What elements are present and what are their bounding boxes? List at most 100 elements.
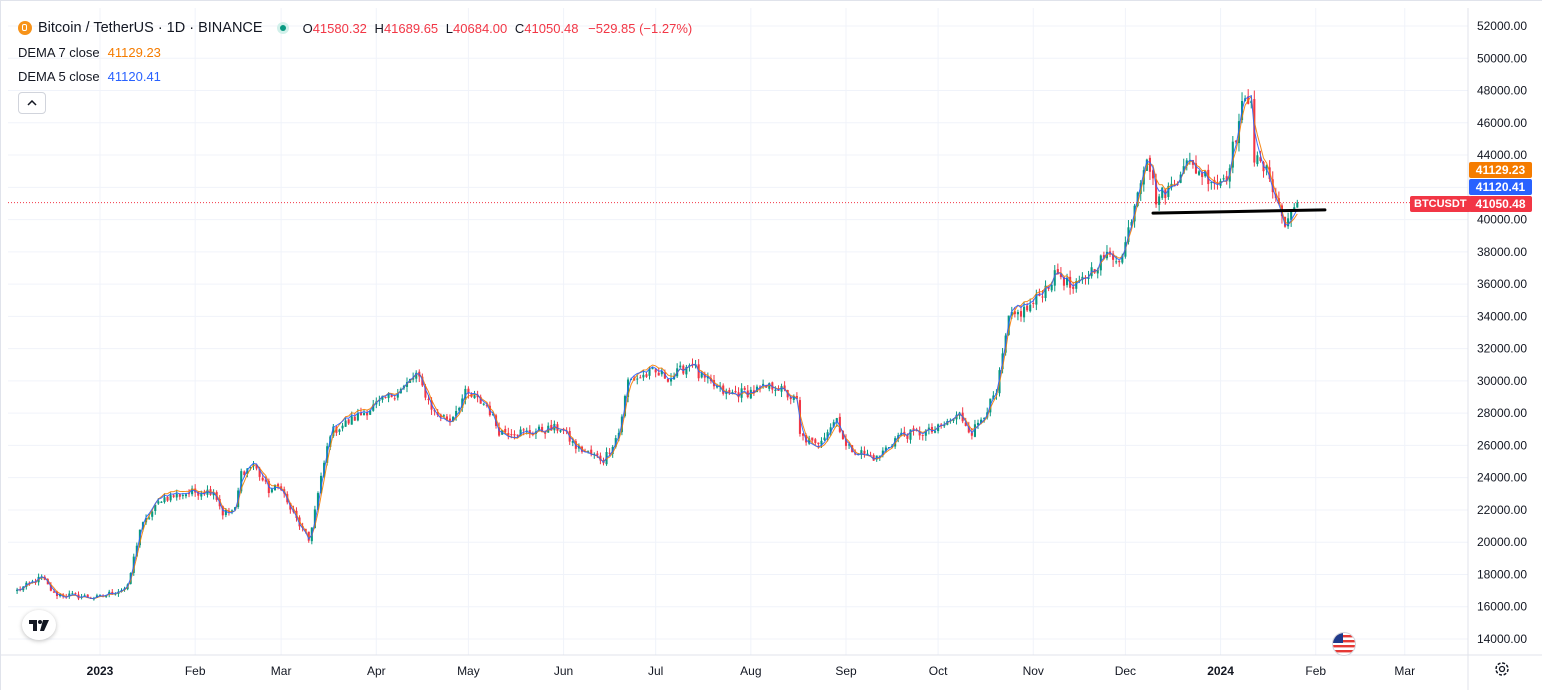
symbol-title[interactable]: Bitcoin / TetherUS · 1D · BINANCE [38, 20, 263, 36]
candle-body [817, 442, 820, 445]
market-open-icon [276, 22, 289, 34]
candle-body [900, 432, 903, 437]
candle-body [458, 407, 461, 411]
candle-body [933, 431, 937, 433]
candle-body [71, 593, 74, 595]
candle-body [49, 584, 52, 591]
candle-body [863, 450, 866, 454]
candle-body [230, 510, 234, 512]
y-tick-label: 16000.00 [1477, 600, 1527, 614]
candle-body [341, 425, 344, 429]
candle-body [1044, 285, 1047, 299]
candle-body [752, 390, 755, 393]
candle-body [844, 438, 848, 446]
x-tick-label: Feb [1305, 664, 1326, 678]
candle-body [909, 429, 912, 440]
y-tick-label: 40000.00 [1477, 213, 1527, 227]
candle-body [519, 429, 522, 437]
candle-body [642, 374, 645, 378]
candle-body [657, 372, 660, 376]
candle-body [759, 386, 762, 388]
candle-body [1222, 178, 1225, 180]
candle-body [436, 412, 439, 416]
candle-body [832, 422, 835, 427]
candle-body [74, 593, 77, 595]
tradingview-logo-icon[interactable] [22, 610, 56, 640]
y-tick-label: 26000.00 [1477, 438, 1527, 452]
candle-body [1053, 270, 1056, 286]
candle-body [390, 394, 393, 398]
candle-body [980, 419, 983, 424]
candle-body [743, 387, 746, 390]
candle-body [983, 418, 986, 420]
indicator-dema7[interactable]: DEMA 7 close 41129.23 [18, 40, 692, 64]
candle-body [654, 369, 657, 373]
x-tick-label: Jul [648, 664, 663, 678]
candle-body [184, 494, 188, 497]
y-tick-label: 34000.00 [1477, 309, 1527, 323]
y-tick-label: 28000.00 [1477, 406, 1527, 420]
candle-body [445, 416, 448, 420]
candle-body [369, 410, 372, 415]
candle-body [224, 510, 227, 516]
candle-body [172, 495, 175, 497]
y-tick-label: 38000.00 [1477, 245, 1527, 259]
candle-body [1130, 222, 1133, 226]
candle-body [768, 383, 771, 389]
candle-body [1087, 277, 1090, 279]
candle-body [154, 504, 157, 511]
candle-body [98, 594, 102, 596]
indicator-dema5[interactable]: DEMA 5 close 41120.41 [18, 64, 692, 88]
candle-body [823, 437, 826, 441]
candle-body [1013, 311, 1016, 315]
x-tick-label: 2024 [1207, 664, 1234, 678]
collapse-legend-button[interactable] [18, 92, 46, 114]
candle-body [181, 495, 184, 497]
candle-body [550, 424, 553, 431]
candle-body [427, 398, 430, 400]
candle-body [1265, 165, 1268, 170]
candle-body [685, 367, 688, 375]
candle-body [599, 455, 602, 461]
candle-body [559, 430, 562, 432]
gear-icon[interactable] [1493, 660, 1511, 678]
candle-body [442, 415, 445, 417]
candle-body [1167, 185, 1170, 197]
indicator-value: 41129.23 [107, 44, 161, 60]
candle-body [737, 392, 740, 398]
candle-body [884, 447, 887, 451]
symbol-price-tag: BTCUSDT [1410, 196, 1471, 212]
us-flag-icon[interactable] [1332, 632, 1356, 656]
candle-body [1059, 274, 1062, 278]
candle-body [537, 426, 541, 431]
candle-body [970, 432, 973, 436]
candle-body [148, 517, 151, 519]
candle-body [878, 455, 881, 457]
candle-body [1016, 312, 1019, 315]
candle-body [666, 378, 669, 382]
y-tick-label: 52000.00 [1477, 19, 1527, 33]
candle-body [359, 412, 362, 416]
candle-body [522, 429, 525, 431]
candle-body [455, 410, 458, 417]
open-key: O [302, 20, 313, 36]
candle-body [1066, 278, 1069, 286]
candle-body [498, 427, 501, 436]
y-tick-label: 32000.00 [1477, 342, 1527, 356]
candle-body [912, 428, 915, 431]
candle-body [387, 393, 390, 399]
candle-body [473, 395, 476, 399]
candle-body [841, 431, 844, 439]
candle-body [682, 365, 685, 374]
candle-body [234, 507, 237, 510]
candle-body [1287, 218, 1290, 227]
support-trendline [1151, 208, 1327, 215]
low-value: 40684.00 [453, 20, 508, 36]
candle-body [1029, 304, 1032, 312]
candle-body [243, 471, 246, 475]
candle-body [350, 416, 353, 425]
candle-body [915, 430, 918, 432]
candle-body [700, 373, 703, 378]
